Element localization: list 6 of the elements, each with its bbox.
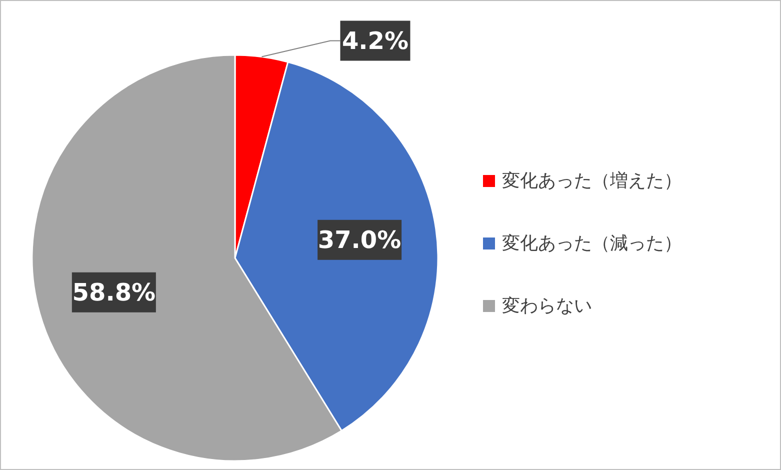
data-label: 4.2%	[342, 26, 409, 55]
legend-label: 変化あった（減った）	[502, 233, 682, 254]
legend-label: 変わらない	[502, 296, 592, 316]
data-label: 37.0%	[318, 226, 402, 254]
data-label: 58.8%	[72, 278, 156, 306]
legend-label: 変化あった（増えた）	[502, 170, 682, 192]
